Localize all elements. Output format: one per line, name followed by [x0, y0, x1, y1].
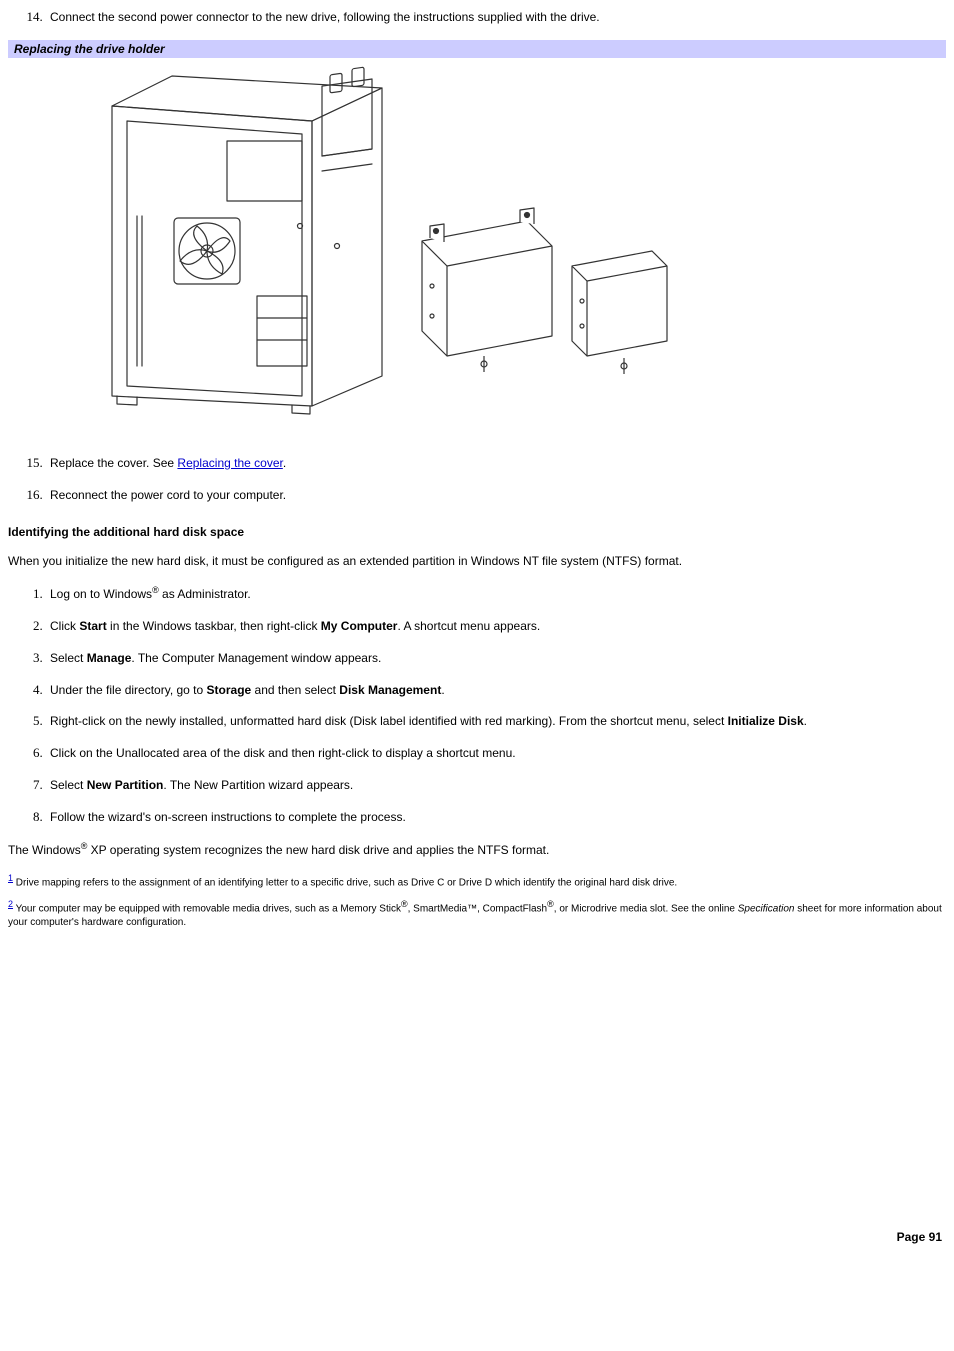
- steps-list-b: Replace the cover. See Replacing the cov…: [8, 454, 946, 504]
- page-number: Page 91: [8, 1230, 942, 1244]
- step-item: Log on to Windows® as Administrator.: [46, 584, 946, 603]
- section-header: Replacing the drive holder: [8, 40, 946, 58]
- outro-paragraph: The Windows® XP operating system recogni…: [8, 840, 946, 859]
- step-item: Replace the cover. See Replacing the cov…: [46, 454, 946, 472]
- drive-holder-svg: [52, 66, 692, 426]
- drive-holder-figure: [52, 66, 946, 426]
- footnote: 2 Your computer may be equipped with rem…: [8, 898, 946, 929]
- step-item: Click on the Unallocated area of the dis…: [46, 744, 946, 762]
- step-item: Select New Partition. The New Partition …: [46, 776, 946, 794]
- replacing-cover-link[interactable]: Replacing the cover: [177, 456, 282, 470]
- steps-list-a: Connect the second power connector to th…: [8, 8, 946, 26]
- step-item: Connect the second power connector to th…: [46, 8, 946, 26]
- step-item: Right-click on the newly installed, unfo…: [46, 712, 946, 730]
- step-item: Follow the wizard's on-screen instructio…: [46, 808, 946, 826]
- footnote-ref-link[interactable]: 1: [8, 873, 13, 883]
- step-item: Select Manage. The Computer Management w…: [46, 649, 946, 667]
- footnote-ref-link[interactable]: 2: [8, 899, 13, 909]
- intro-paragraph: When you initialize the new hard disk, i…: [8, 553, 946, 570]
- footnote: 1 Drive mapping refers to the assignment…: [8, 872, 946, 890]
- subheading: Identifying the additional hard disk spa…: [8, 525, 946, 539]
- steps-list-c: Log on to Windows® as Administrator. Clic…: [8, 584, 946, 825]
- step-item: Under the file directory, go to Storage …: [46, 681, 946, 699]
- step-item: Reconnect the power cord to your compute…: [46, 486, 946, 504]
- footnotes-block: 1 Drive mapping refers to the assignment…: [8, 872, 946, 929]
- step-item: Click Start in the Windows taskbar, then…: [46, 617, 946, 635]
